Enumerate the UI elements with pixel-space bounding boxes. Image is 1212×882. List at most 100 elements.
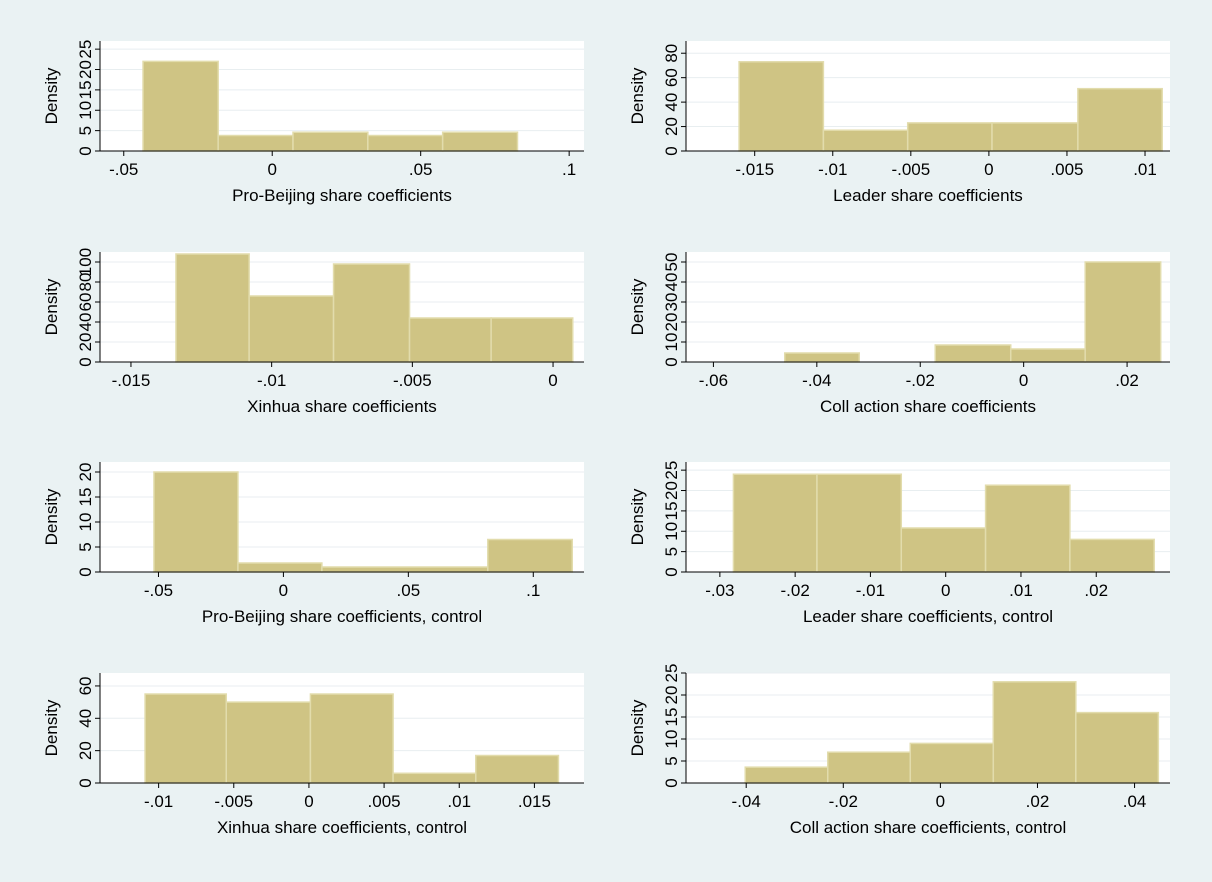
x-tick-label: -.05 [144,581,173,600]
y-axis-title: Density [628,488,647,545]
histogram-bar [984,484,1071,573]
histogram-bar [487,538,574,573]
y-tick-label: 80 [76,273,95,292]
y-tick-label: 0 [76,146,95,155]
histogram-bar [175,253,250,363]
y-tick-label: 10 [662,730,681,749]
x-tick-label: .04 [1123,792,1147,811]
histogram-bar [738,61,825,152]
y-tick-label: 0 [76,567,95,576]
y-tick-label: 20 [662,117,681,136]
y-axis-title: Density [42,67,61,124]
y-tick-label: 60 [76,676,95,695]
histogram-bar [490,317,574,363]
y-tick-label: 40 [76,709,95,728]
x-tick-label: 0 [267,160,276,179]
y-axis-title: Density [628,699,647,756]
y-tick-label: 5 [76,542,95,551]
histogram-bar [332,263,411,363]
y-tick-label: 0 [76,778,95,787]
y-tick-label: 15 [76,80,95,99]
y-tick-label: 80 [662,44,681,63]
histogram-bar [408,317,492,363]
y-tick-label: 20 [76,463,95,482]
x-tick-label: -.04 [802,371,831,390]
y-axis-title: Density [42,278,61,335]
y-tick-label: 0 [662,778,681,787]
y-tick-label: 20 [76,741,95,760]
y-tick-label: 40 [76,313,95,332]
histogram-bar [816,473,903,573]
x-tick-label: -.01 [144,792,173,811]
y-axis-title: Density [42,488,61,545]
histogram-panel-8: -.04 -.02 0 .02 .04 0 5 10 15 20 25 Coll action sha… [628,664,1170,837]
y-tick-label: 20 [662,481,681,500]
x-tick-label: -.01 [856,581,885,600]
y-tick-label: 5 [662,756,681,765]
histogram-bar [142,60,219,152]
x-tick-label: -.05 [109,160,138,179]
x-tick-label: 0 [1019,371,1028,390]
x-tick-label: 0 [941,581,950,600]
histogram-bar [744,766,829,784]
histogram-bar [1009,348,1086,363]
y-tick-label: 60 [76,293,95,312]
x-axis-title: Xinhua share coefficients, control [217,818,467,837]
y-tick-label: 10 [76,513,95,532]
histogram-bar [475,754,560,784]
y-tick-label: 15 [76,488,95,507]
y-tick-label: 25 [76,40,95,59]
histogram-bar [991,122,1079,152]
x-tick-label: .01 [447,792,471,811]
x-tick-label: .05 [397,581,421,600]
x-tick-label: -.005 [891,160,930,179]
y-tick-label: 40 [662,93,681,112]
y-tick-label: 10 [662,333,681,352]
histogram-bar [732,473,818,573]
y-tick-label: 10 [76,101,95,120]
x-tick-label: -.02 [780,581,809,600]
x-tick-label: 0 [304,792,313,811]
histogram-panel-2: -.015 -.01 -.005 0 .005 .01 0 20 40 60 80 Leader sh… [628,41,1170,205]
x-tick-label: .1 [526,581,540,600]
histogram-bar [822,129,909,152]
x-tick-label: .005 [368,792,401,811]
histogram-bar [827,751,912,784]
y-tick-label: 0 [662,146,681,155]
x-tick-label: -.04 [732,792,761,811]
y-tick-label: 20 [76,333,95,352]
x-tick-label: 0 [984,160,993,179]
histogram-bar [292,131,369,152]
histogram-bar [248,295,335,363]
histogram-bar [392,772,477,784]
histogram-bar [1069,538,1155,573]
y-tick-label: 15 [662,708,681,727]
histogram-bar [153,471,239,573]
x-tick-label: -.03 [705,581,734,600]
x-axis-title: Pro-Beijing share coefficients, control [202,607,482,626]
histogram-bar [1075,711,1160,784]
y-tick-label: 40 [662,273,681,292]
histogram-bar [309,693,394,784]
x-axis-title: Leader share coefficients, control [803,607,1053,626]
x-axis-title: Coll action share coefficients, control [790,818,1067,837]
histogram-bar [906,122,993,152]
histogram-bar [144,693,228,784]
y-tick-label: 5 [662,547,681,556]
histogram-bar [225,701,312,784]
histogram-bar [934,344,1012,363]
y-tick-label: 100 [76,248,95,276]
histogram-bar [367,134,444,152]
histogram-bar [992,681,1077,784]
histogram-bar [784,352,860,363]
x-tick-label: 0 [279,581,288,600]
y-tick-label: 0 [662,357,681,366]
x-axis-title: Leader share coefficients [833,186,1023,205]
x-tick-label: .01 [1133,160,1157,179]
x-tick-label: .02 [1084,581,1108,600]
y-tick-label: 25 [662,461,681,480]
